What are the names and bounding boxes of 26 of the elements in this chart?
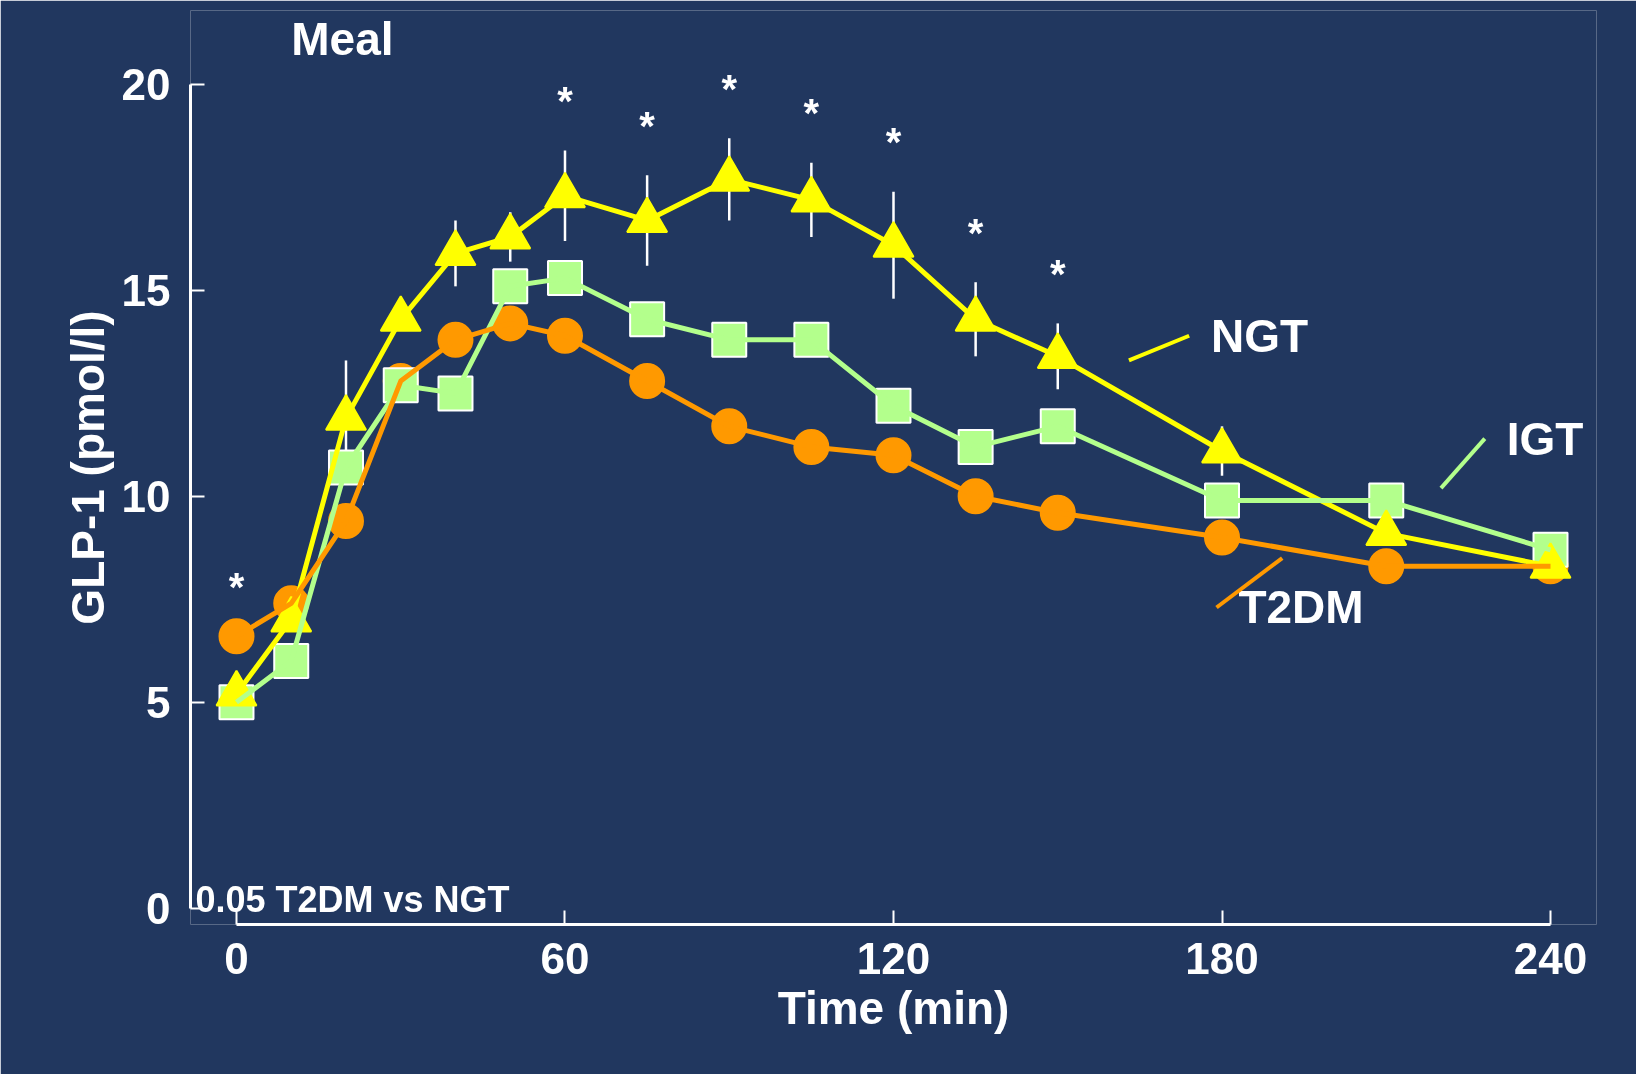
annotation: * xyxy=(721,66,738,111)
x-tick-label: 240 xyxy=(1513,933,1588,983)
text: Meal xyxy=(291,13,394,66)
y-tick-label: 0 xyxy=(146,883,171,933)
x-tick-label: 120 xyxy=(856,933,931,983)
y-tick-label: 20 xyxy=(121,60,171,110)
legend-label: IGT xyxy=(1506,412,1584,465)
annotation: * xyxy=(557,79,574,124)
x-tick-label: 180 xyxy=(1185,933,1259,983)
annotation: * xyxy=(639,103,656,148)
annotation: * xyxy=(803,91,820,136)
x-tick-label: 60 xyxy=(540,933,590,983)
y-tick-label: 15 xyxy=(121,265,171,315)
annotation: * xyxy=(885,120,902,165)
y-tick-label: 10 xyxy=(121,471,171,521)
annotation: * xyxy=(228,564,245,609)
x-tick-label: 0 xyxy=(224,933,249,983)
annotation: * xyxy=(1049,252,1066,296)
y-axis-title: GLP-1 (pmol/l) xyxy=(61,310,114,625)
annotation: * xyxy=(967,210,984,255)
x-axis-title: Time (min) xyxy=(777,981,1010,1034)
series-label: T2DM xyxy=(1238,581,1364,634)
legend-label: NGT xyxy=(1211,309,1309,362)
annotation: 0.05 T2DM vs NGT xyxy=(195,878,510,920)
y-tick-label: 5 xyxy=(146,677,171,727)
point xyxy=(218,618,255,655)
